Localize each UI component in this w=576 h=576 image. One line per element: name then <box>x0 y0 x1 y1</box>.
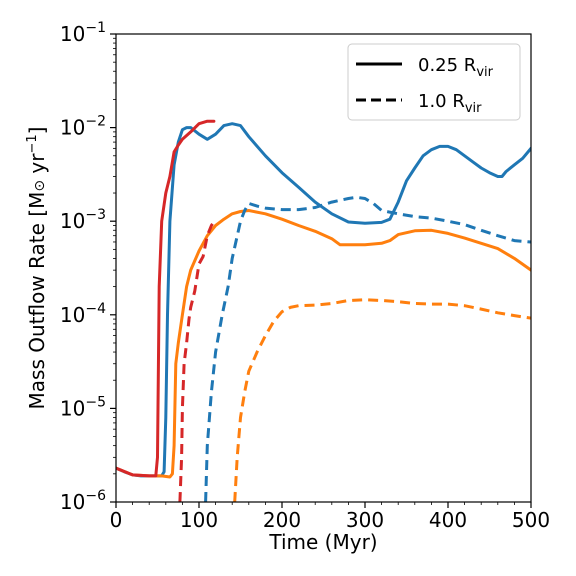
series-line-1 <box>116 209 531 479</box>
y-tick-label: 10−1 <box>60 20 106 46</box>
y-tick-label: 10−5 <box>60 394 106 420</box>
x-axis-title: Time (Myr) <box>268 530 377 554</box>
legend-label-solid: 0.25 Rvir <box>418 55 494 80</box>
y-tick-label: 10−3 <box>60 207 106 233</box>
x-tick-label: 500 <box>512 508 550 532</box>
series-line-5 <box>178 221 216 502</box>
legend-label-dashed: 1.0 Rvir <box>418 91 482 116</box>
plot-frame <box>115 33 532 503</box>
series-line-0 <box>116 122 531 478</box>
series-line-4 <box>233 298 531 502</box>
y-axis-title: Mass Outflow Rate [M⊙ yr−1] <box>25 127 49 410</box>
series-line-3 <box>204 195 531 502</box>
legend: 0.25 Rvir 1.0 Rvir <box>347 43 521 121</box>
x-tick-label: 100 <box>180 508 218 532</box>
series-line-2 <box>116 119 216 478</box>
y-tick-label: 10−6 <box>60 488 106 514</box>
y-tick-label: 10−2 <box>60 114 106 140</box>
x-tick-label: 0 <box>110 508 123 532</box>
x-tick-label: 200 <box>263 508 301 532</box>
x-tick-label: 300 <box>346 508 384 532</box>
y-tick-label: 10−4 <box>60 301 106 327</box>
x-tick-label: 400 <box>429 508 467 532</box>
